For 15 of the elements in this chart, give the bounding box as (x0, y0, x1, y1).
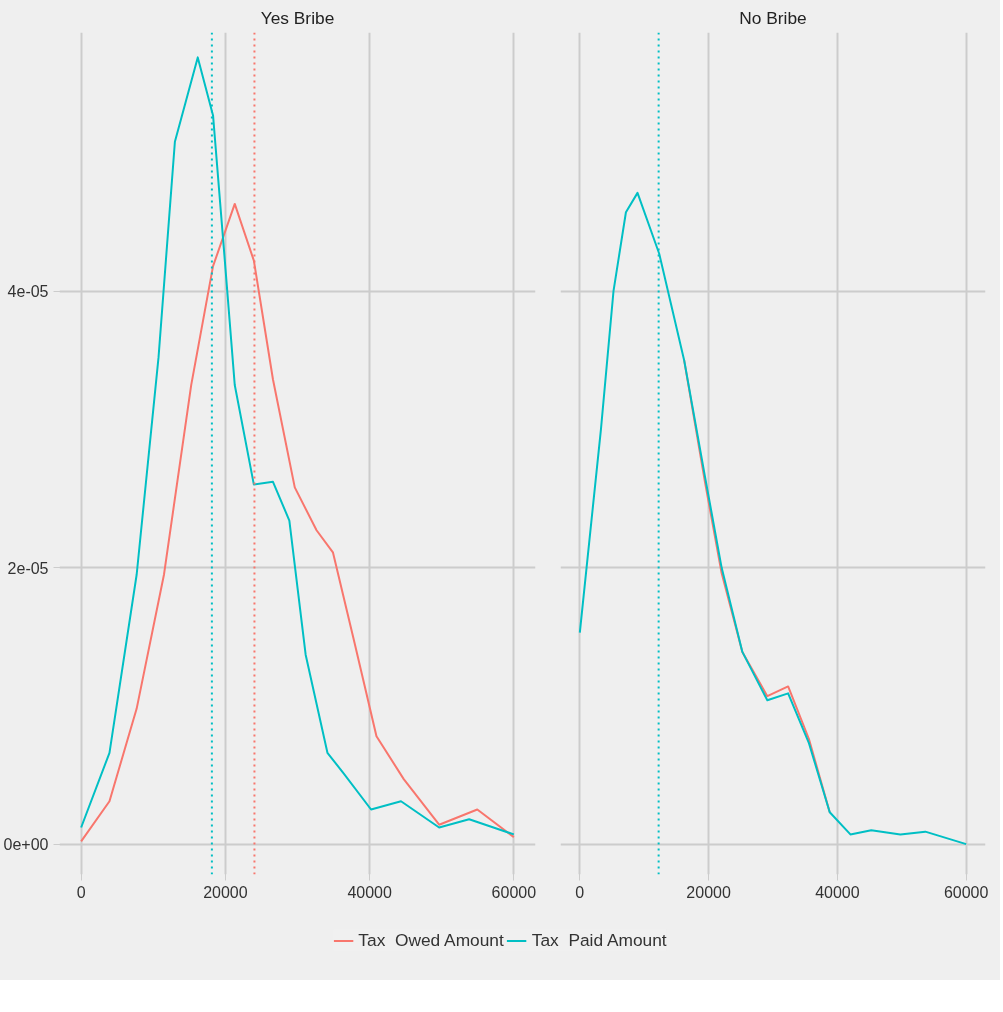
legend-label: Tax Owed Amount (358, 929, 504, 951)
x-tick-label: 0 (76, 883, 86, 901)
x-tick-label: 20000 (686, 883, 731, 901)
chart-title: Yes Bribe (260, 7, 335, 28)
x-tick-label: 60000 (943, 883, 989, 901)
x-tick-label: 20000 (203, 883, 248, 901)
x-tick-label: 40000 (347, 883, 392, 901)
x-tick-label: 60000 (491, 883, 537, 901)
chart-title: No Bribe (739, 7, 807, 28)
y-tick-label: 2e-05 (7, 559, 49, 577)
x-tick-label: 40000 (815, 883, 860, 901)
x-tick-label: 0 (575, 883, 585, 901)
legend-label: Tax Paid Amount (531, 929, 667, 951)
y-tick-label: 0e+00 (3, 836, 49, 854)
y-tick-label: 4e-05 (7, 283, 49, 301)
